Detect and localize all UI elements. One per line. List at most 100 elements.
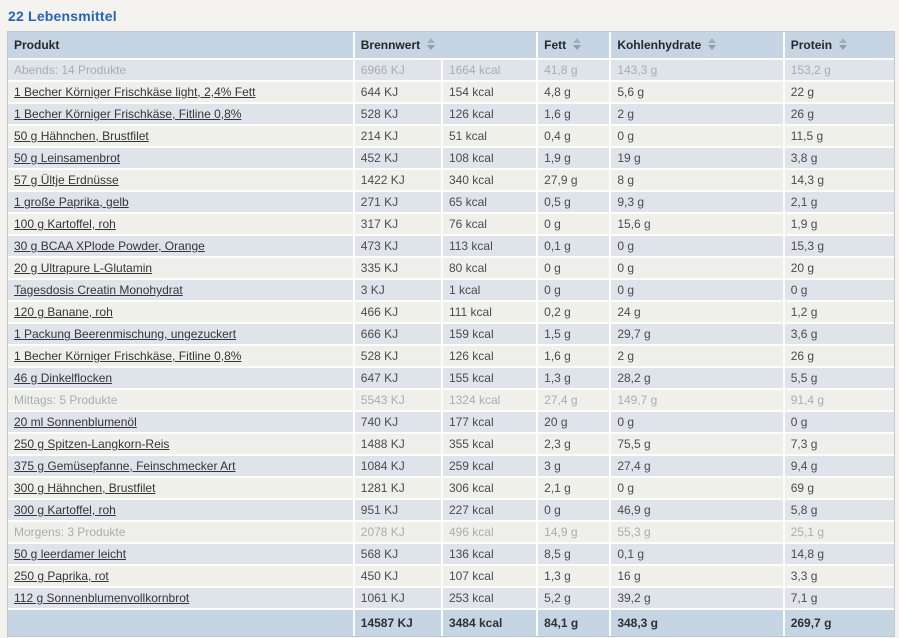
product-link[interactable]: 1 Becher Körniger Frischkäse, Fitline 0,… [14,107,242,121]
product-link[interactable]: 50 g Leinsamenbrot [14,151,121,165]
cell-fett: 0,1 g [537,235,612,258]
group-kj: 2078 KJ [353,521,443,544]
product-link[interactable]: 300 g Hähnchen, Brustfilet [14,481,156,495]
cell-kohlenhydrate: 46,9 g [610,499,785,522]
cell-kohlenhydrate: 0 g [610,279,785,302]
cell-fett: 1,6 g [537,103,612,126]
cell-kj: 1488 KJ [353,433,443,456]
cell-kj: 1281 KJ [353,477,443,500]
cell-protein: 11,5 g [783,125,894,148]
cell-produkt: 250 g Paprika, rot [8,565,355,588]
cell-kcal: 340 kcal [441,169,539,192]
cell-fett: 5,2 g [537,587,612,610]
table-row: Tagesdosis Creatin Monohydrat 3 KJ 1 kca… [8,279,894,302]
cell-kohlenhydrate: 0,1 g [610,543,785,566]
cell-produkt: 1 Packung Beerenmischung, ungezuckert [8,323,355,346]
cell-produkt: 1 Becher Körniger Frischkäse light, 2,4%… [8,81,355,104]
product-link[interactable]: 1 Packung Beerenmischung, ungezuckert [14,327,237,341]
table-row: 20 g Ultrapure L-Glutamin 335 KJ 80 kcal… [8,257,894,280]
cell-kcal: 355 kcal [441,433,539,456]
cell-produkt: 20 ml Sonnenblumenöl [8,411,355,434]
column-header-produkt-label: Produkt [14,38,60,52]
product-link[interactable]: 1 große Paprika, gelb [14,195,129,209]
page-title: 22 Lebensmittel [8,8,117,24]
group-label: Morgens: 3 Produkte [8,521,355,544]
cell-protein: 26 g [783,103,894,126]
cell-kcal: 113 kcal [441,235,539,258]
product-link[interactable]: 250 g Paprika, rot [14,569,109,583]
cell-kj: 568 KJ [353,543,443,566]
product-link[interactable]: Tagesdosis Creatin Monohydrat [14,283,183,297]
cell-kohlenhydrate: 75,5 g [610,433,785,456]
cell-produkt: 30 g BCAA XPlode Powder, Orange [8,235,355,258]
cell-kcal: 65 kcal [441,191,539,214]
cell-protein: 9,4 g [783,455,894,478]
product-link[interactable]: 300 g Kartoffel, roh [14,503,116,517]
product-link[interactable]: 120 g Banane, roh [14,305,113,319]
product-link[interactable]: 30 g BCAA XPlode Powder, Orange [14,239,205,253]
cell-kj: 740 KJ [353,411,443,434]
table-row: 1 Packung Beerenmischung, ungezuckert 66… [8,323,894,346]
product-link[interactable]: 1 Becher Körniger Frischkäse light, 2,4%… [14,85,256,99]
cell-fett: 1,3 g [537,367,612,390]
cell-fett: 20 g [537,411,612,434]
cell-kohlenhydrate: 9,3 g [610,191,785,214]
group-kohlenhydrate: 149,7 g [610,389,785,412]
cell-produkt: 100 g Kartoffel, roh [8,213,355,236]
cell-kj: 317 KJ [353,213,443,236]
cell-produkt: 250 g Spitzen-Langkorn-Reis [8,433,355,456]
cell-kcal: 126 kcal [441,103,539,126]
cell-fett: 0 g [537,499,612,522]
cell-kohlenhydrate: 28,2 g [610,367,785,390]
product-link[interactable]: 20 ml Sonnenblumenöl [14,415,137,429]
cell-kohlenhydrate: 0 g [610,125,785,148]
table-row: 50 g Leinsamenbrot 452 KJ 108 kcal 1,9 g… [8,147,894,170]
cell-kj: 271 KJ [353,191,443,214]
column-header-kohlenhydrate[interactable]: Kohlenhydrate [610,32,785,60]
cell-kcal: 1 kcal [441,279,539,302]
cell-protein: 14,3 g [783,169,894,192]
product-link[interactable]: 250 g Spitzen-Langkorn-Reis [14,437,170,451]
food-table: Produkt Brennwert Fett Kohlenhydrate Pro… [8,32,894,636]
cell-produkt: 120 g Banane, roh [8,301,355,324]
cell-produkt: 46 g Dinkelflocken [8,367,355,390]
cell-kcal: 136 kcal [441,543,539,566]
product-link[interactable]: 46 g Dinkelflocken [14,371,113,385]
group-label: Abends: 14 Produkte [8,59,355,82]
cell-protein: 7,1 g [783,587,894,610]
cell-produkt: Tagesdosis Creatin Monohydrat [8,279,355,302]
cell-kcal: 76 kcal [441,213,539,236]
product-link[interactable]: 112 g Sonnenblumenvollkornbrot [14,591,190,605]
group-fett: 41,8 g [537,59,612,82]
column-header-protein[interactable]: Protein [783,32,894,60]
product-link[interactable]: 57 g Ültje Erdnüsse [14,173,119,187]
group-kohlenhydrate: 143,3 g [610,59,785,82]
product-link[interactable]: 50 g Hähnchen, Brustfilet [14,129,149,143]
product-link[interactable]: 1 Becher Körniger Frischkäse, Fitline 0,… [14,349,242,363]
sort-icon [708,38,717,51]
cell-fett: 4,8 g [537,81,612,104]
cell-protein: 3,6 g [783,323,894,346]
product-link[interactable]: 50 g leerdamer leicht [14,547,127,561]
cell-produkt: 300 g Kartoffel, roh [8,499,355,522]
cell-kj: 473 KJ [353,235,443,258]
cell-protein: 15,3 g [783,235,894,258]
cell-protein: 3,8 g [783,147,894,170]
cell-fett: 1,5 g [537,323,612,346]
product-link[interactable]: 375 g Gemüsepfanne, Feinschmecker Art [14,459,236,473]
cell-kcal: 51 kcal [441,125,539,148]
table-row: 1 Becher Körniger Frischkäse light, 2,4%… [8,81,894,104]
meal-group-row: Morgens: 3 Produkte 2078 KJ 496 kcal 14,… [8,521,894,544]
cell-produkt: 112 g Sonnenblumenvollkornbrot [8,587,355,610]
column-header-fett[interactable]: Fett [537,32,612,60]
totals-protein: 269,7 g [783,609,894,636]
group-kj: 6966 KJ [353,59,443,82]
table-row: 1 große Paprika, gelb 271 KJ 65 kcal 0,5… [8,191,894,214]
column-header-fett-label: Fett [544,38,567,52]
product-link[interactable]: 100 g Kartoffel, roh [14,217,116,231]
product-link[interactable]: 20 g Ultrapure L-Glutamin [14,261,153,275]
cell-kj: 647 KJ [353,367,443,390]
column-header-brennwert[interactable]: Brennwert [353,32,539,60]
cell-kohlenhydrate: 24 g [610,301,785,324]
totals-empty-cell [8,609,355,636]
